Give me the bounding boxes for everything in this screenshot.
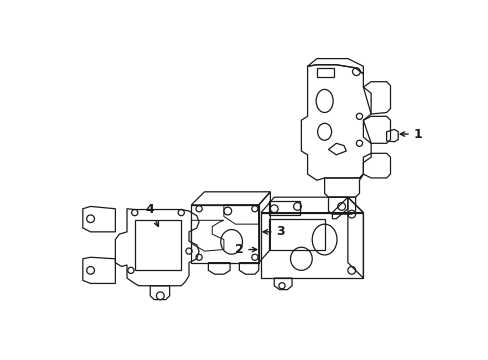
Bar xyxy=(268,219,324,249)
Text: 3: 3 xyxy=(263,225,285,238)
Bar xyxy=(316,68,333,77)
Bar xyxy=(268,201,299,215)
Text: 4: 4 xyxy=(145,203,158,226)
Text: 2: 2 xyxy=(234,243,256,256)
Bar xyxy=(135,220,181,270)
Text: 1: 1 xyxy=(400,127,422,140)
